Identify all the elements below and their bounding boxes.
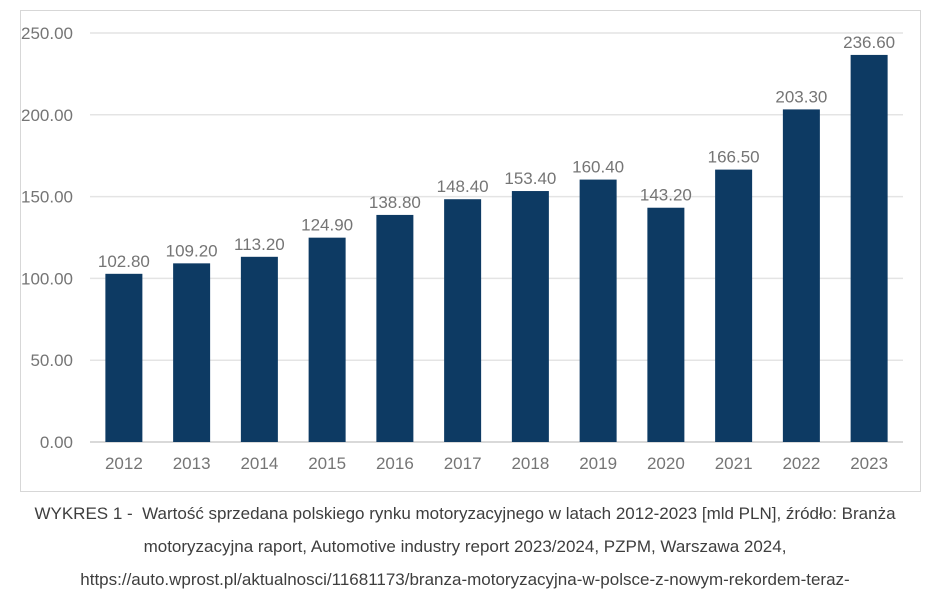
bar-2022 <box>782 109 820 443</box>
bar-2015 <box>308 237 346 442</box>
bar-value-label: 113.20 <box>234 235 285 254</box>
caption-line-3: https://auto.wprost.pl/aktualnosci/11681… <box>80 570 850 589</box>
bar-value-label: 109.20 <box>166 241 218 260</box>
bar-value-label: 166.50 <box>708 148 760 167</box>
y-axis-tick-label: 200.00 <box>21 106 73 125</box>
x-axis-tick-label: 2021 <box>715 454 753 473</box>
bar-value-label: 236.60 <box>843 33 895 52</box>
x-axis-tick-label: 2023 <box>850 454 888 473</box>
x-axis-tick-label: 2016 <box>376 454 414 473</box>
caption-line-2: motoryzacyjna raport, Automotive industr… <box>143 537 787 556</box>
bar-value-label: 153.40 <box>504 169 556 188</box>
x-axis-tick-label: 2014 <box>240 454 278 473</box>
bar-value-label: 148.40 <box>437 177 489 196</box>
x-axis-tick-label: 2018 <box>511 454 549 473</box>
y-axis-tick-label: 50.00 <box>30 351 73 370</box>
bar-2013 <box>173 263 211 442</box>
bar-2023 <box>850 54 888 443</box>
caption-line-1: WYKRES 1 - Wartość sprzedana polskiego r… <box>34 504 896 523</box>
bar-value-label: 124.90 <box>301 216 353 235</box>
bar-2012 <box>105 273 143 442</box>
y-axis-tick-label: 150.00 <box>21 188 73 207</box>
y-axis-tick-label: 100.00 <box>21 269 73 288</box>
bar-2014 <box>240 256 278 442</box>
bar-value-label: 143.20 <box>640 186 692 205</box>
bar-2017 <box>444 199 482 442</box>
chart-frame: 0.00 50.00 100.00 150.00 200.00 250.00 102.80 2… <box>20 10 921 492</box>
bar-2018 <box>511 191 549 442</box>
x-axis-tick-label: 2020 <box>647 454 685 473</box>
x-axis-tick-label: 2022 <box>782 454 820 473</box>
bar-value-label: 203.30 <box>775 87 827 106</box>
x-axis-tick-label: 2012 <box>105 454 143 473</box>
x-axis-tick-label: 2015 <box>308 454 346 473</box>
bar-2019 <box>579 179 617 442</box>
bar-2016 <box>376 214 414 442</box>
bar-chart: 0.00 50.00 100.00 150.00 200.00 250.00 102.80 2… <box>21 24 903 473</box>
bar-2020 <box>647 207 685 442</box>
bar-value-label: 102.80 <box>98 252 150 271</box>
bar-2021 <box>715 169 753 442</box>
y-axis-tick-label: 0.00 <box>40 433 73 452</box>
bar-value-label: 138.80 <box>369 193 421 212</box>
chart-caption: WYKRES 1 - Wartość sprzedana polskiego r… <box>0 497 930 596</box>
y-axis-tick-label: 250.00 <box>21 24 73 43</box>
x-axis-tick-label: 2019 <box>579 454 617 473</box>
bar-value-label: 160.40 <box>572 158 624 177</box>
x-axis-tick-label: 2013 <box>173 454 211 473</box>
x-axis-tick-label: 2017 <box>444 454 482 473</box>
